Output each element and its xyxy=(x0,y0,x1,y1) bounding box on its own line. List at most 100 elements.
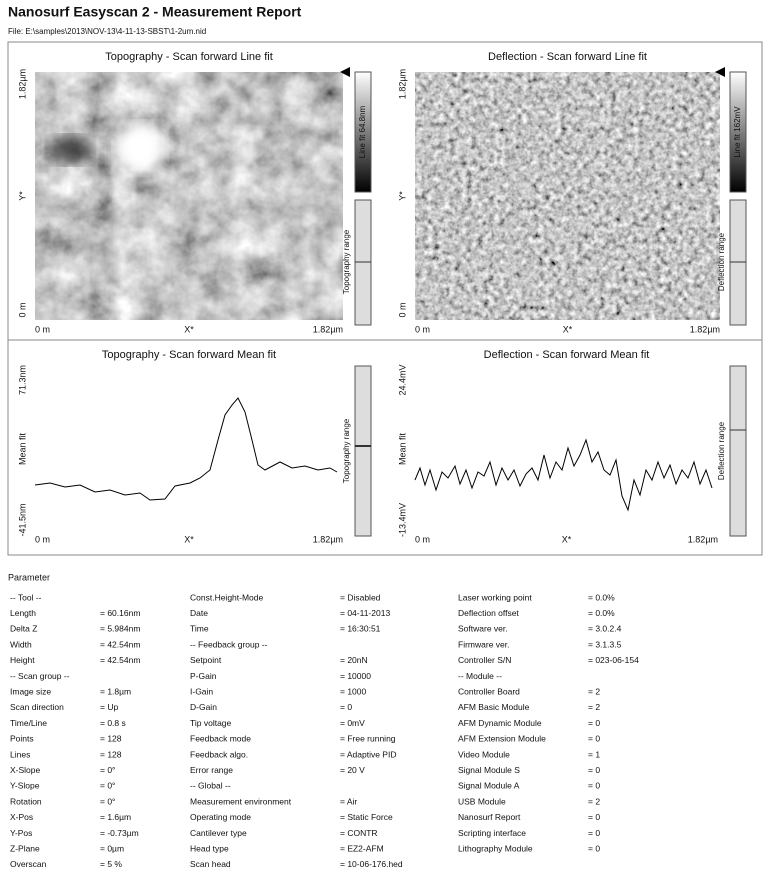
parameter-value: = 0 xyxy=(588,718,600,728)
parameter-name: Tip voltage xyxy=(190,718,232,728)
parameter-name: D-Gain xyxy=(190,702,217,712)
parameter-name: Nanosurf Report xyxy=(458,812,521,822)
x-axis-label: X* xyxy=(562,534,572,544)
parameter-name: I-Gain xyxy=(190,686,213,696)
parameter-value: = Air xyxy=(340,796,357,806)
parameter-name: Z-Plane xyxy=(10,843,40,853)
topography-image xyxy=(35,72,343,320)
parameter-name: -- Scan group -- xyxy=(10,671,70,681)
x-min-label: 0 m xyxy=(35,534,50,544)
parameter-value: = 2 xyxy=(588,686,600,696)
parameter-value: = 5 % xyxy=(100,859,122,869)
parameter-value: = 0° xyxy=(100,765,115,775)
parameter-name: P-Gain xyxy=(190,671,217,681)
parameter-value: = 128 xyxy=(100,734,122,744)
y-max-label: 1.82µm xyxy=(17,69,27,99)
parameter-value: = 0mV xyxy=(340,718,365,728)
parameter-name: Const.Height-Mode xyxy=(190,592,264,602)
parameter-name: Feedback algo. xyxy=(190,749,248,759)
y-max-label: 71.3nm xyxy=(17,365,27,395)
x-max-label: 1.82µm xyxy=(313,324,343,334)
parameter-name: Signal Module S xyxy=(458,765,520,775)
range-label: Topography range xyxy=(342,418,351,483)
file-path: File: E:\samples\2013\NOV-13\4-11-13-SBS… xyxy=(8,27,206,36)
parameter-value: = 0µm xyxy=(100,843,124,853)
parameter-name: Signal Module A xyxy=(458,781,520,791)
parameter-name: Cantilever type xyxy=(190,828,247,838)
x-max-label: 1.82µm xyxy=(313,534,343,544)
parameter-name: Rotation xyxy=(10,796,42,806)
x-max-label: 1.82µm xyxy=(688,534,718,544)
parameter-name: Software ver. xyxy=(458,624,508,634)
parameter-name: Time xyxy=(190,624,209,634)
parameter-value: = 1 xyxy=(588,749,600,759)
y-axis-label: Mean fit xyxy=(397,432,407,465)
parameter-value: = Static Force xyxy=(340,812,393,822)
parameter-name: Delta Z xyxy=(10,624,37,634)
parameter-name: Points xyxy=(10,734,34,744)
parameter-value: = 0 xyxy=(588,765,600,775)
panel-title: Topography - Scan forward Line fit xyxy=(105,51,273,63)
parameter-name: Firmware ver. xyxy=(458,639,509,649)
parameter-name: Y-Slope xyxy=(10,781,40,791)
parameter-name: Time/Line xyxy=(10,718,47,728)
parameter-value: = 0.8 s xyxy=(100,718,126,728)
parameter-name: AFM Dynamic Module xyxy=(458,718,542,728)
parameter-value: = Disabled xyxy=(340,592,381,602)
parameter-value: = 2 xyxy=(588,796,600,806)
parameter-value: = 60.16nm xyxy=(100,608,140,618)
parameter-value: = Adaptive PID xyxy=(340,749,396,759)
parameter-value: = 0 xyxy=(588,734,600,744)
x-axis-label: X* xyxy=(563,324,573,334)
y-min-label: -41.5nm xyxy=(17,503,27,536)
parameter-value: = 0 xyxy=(588,843,600,853)
parameter-name: AFM Basic Module xyxy=(458,702,530,712)
y-axis-label: Y* xyxy=(397,191,407,201)
parameter-name: Lines xyxy=(10,749,30,759)
parameter-value: = 128 xyxy=(100,749,122,759)
y-min-label: -13.4mV xyxy=(397,503,407,537)
parameter-value: = 0.0% xyxy=(588,608,615,618)
parameter-name: Controller Board xyxy=(458,686,520,696)
parameter-value: = 3.0.2.4 xyxy=(588,624,622,634)
parameter-name: Height xyxy=(10,655,35,665)
x-axis-label: X* xyxy=(184,324,194,334)
parameter-value: = 04-11-2013 xyxy=(340,608,390,618)
scale-label: Line fit 162mV xyxy=(733,106,742,158)
range-label: Deflection range xyxy=(717,232,726,291)
parameter-name: -- Module -- xyxy=(458,671,502,681)
y-max-label: 24.4mV xyxy=(397,364,407,395)
parameter-value: = 0 xyxy=(588,812,600,822)
parameter-name: Measurement environment xyxy=(190,796,292,806)
parameter-value: = 0.0% xyxy=(588,592,615,602)
parameter-value: = 0 xyxy=(588,828,600,838)
parameter-value: = 20nN xyxy=(340,655,368,665)
parameter-value: = 023-06-154 xyxy=(588,655,639,665)
parameter-value: = 0° xyxy=(100,781,115,791)
parameter-value: = Up xyxy=(100,702,118,712)
parameter-value: = 10-06-176.hed xyxy=(340,859,403,869)
panel-title: Deflection - Scan forward Mean fit xyxy=(484,349,650,361)
parameter-name: X-Pos xyxy=(10,812,33,822)
parameter-name: Lithography Module xyxy=(458,843,533,853)
report: Nanosurf Easyscan 2 - Measurement Report… xyxy=(0,0,770,880)
deflection-image xyxy=(415,72,720,320)
parameter-value: = 1000 xyxy=(340,686,367,696)
parameter-name: Width xyxy=(10,639,32,649)
parameter-value: = 3.1.3.5 xyxy=(588,639,622,649)
parameter-name: Video Module xyxy=(458,749,510,759)
parameter-name: Y-Pos xyxy=(10,828,32,838)
parameter-name: Image size xyxy=(10,686,51,696)
parameter-name: Error range xyxy=(190,765,233,775)
parameter-name: Scan direction xyxy=(10,702,64,712)
parameter-name: Feedback mode xyxy=(190,734,251,744)
parameter-value: = 1.6µm xyxy=(100,812,131,822)
parameter-value: = 1.8µm xyxy=(100,686,131,696)
panel-title: Deflection - Scan forward Line fit xyxy=(488,51,647,63)
parameter-name: -- Feedback group -- xyxy=(190,639,268,649)
parameter-value: = Free running xyxy=(340,734,396,744)
parameter-value: = CONTR xyxy=(340,828,378,838)
x-axis-label: X* xyxy=(184,534,194,544)
x-max-label: 1.82µm xyxy=(690,324,720,334)
parameter-value: = 0 xyxy=(588,781,600,791)
